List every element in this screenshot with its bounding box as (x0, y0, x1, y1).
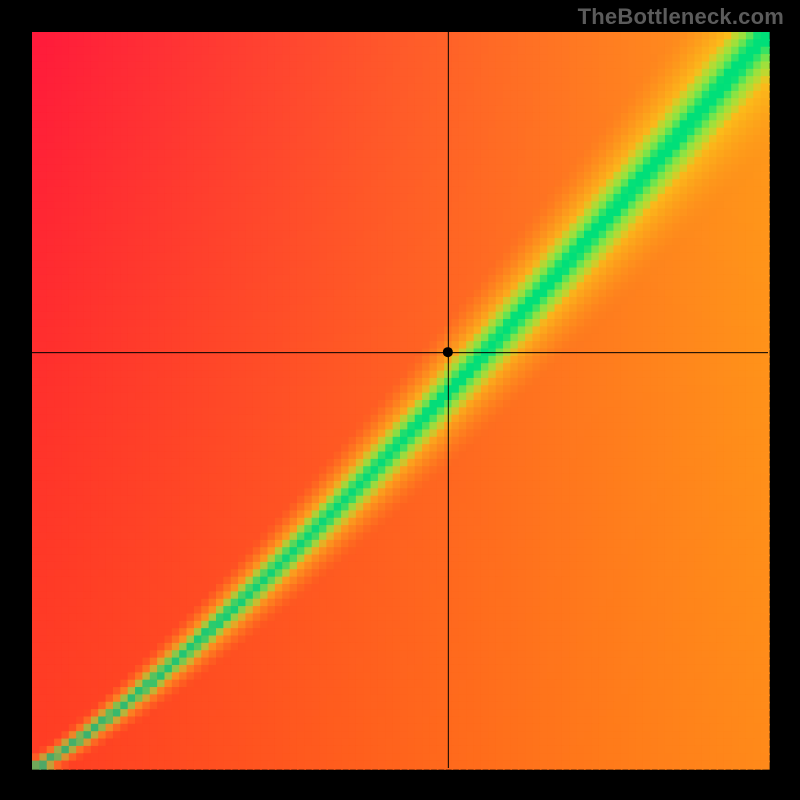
watermark-text: TheBottleneck.com (578, 4, 784, 29)
heatmap-canvas (0, 0, 800, 800)
watermark: TheBottleneck.com (578, 4, 784, 30)
chart-container: TheBottleneck.com (0, 0, 800, 800)
